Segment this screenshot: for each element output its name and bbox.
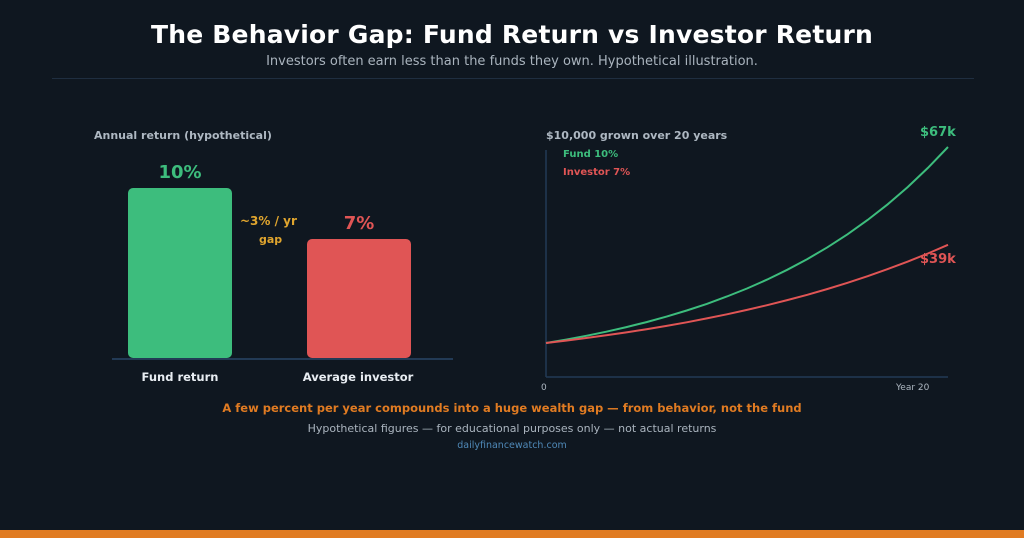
header-divider	[52, 78, 974, 79]
series-line-fund	[545, 146, 949, 344]
x-tick-start: 0	[541, 383, 547, 393]
line-chart-title: $10,000 grown over 20 years	[546, 129, 728, 142]
footer-accent-bar	[0, 530, 1024, 538]
legend-investor: Investor 7%	[563, 167, 631, 178]
bar-fund-return	[128, 188, 232, 358]
bar-category-investor: Average investor	[302, 370, 414, 384]
gap-annotation-line2: gap	[259, 233, 283, 246]
bar-baseline	[112, 358, 453, 360]
bar-chart-title: Annual return (hypothetical)	[94, 129, 272, 142]
legend-fund: Fund 10%	[563, 149, 619, 160]
bar-average-investor	[307, 239, 411, 358]
end-label-investor: $39k	[920, 252, 956, 267]
disclaimer-text: Hypothetical figures — for educational p…	[307, 422, 717, 435]
bar-value-fund: 10%	[158, 162, 202, 183]
end-label-fund: $67k	[920, 125, 956, 140]
x-tick-end: Year 20	[896, 383, 930, 393]
insight-text: A few percent per year compounds into a …	[222, 401, 802, 415]
chart-subtitle: Investors often earn less than the funds…	[266, 54, 758, 69]
gap-annotation: ~3% / yr	[240, 214, 297, 228]
chart-title: The Behavior Gap: Fund Return vs Investo…	[150, 20, 873, 49]
bar-category-fund: Fund return	[141, 370, 219, 384]
series-line-investor	[545, 243, 949, 344]
source-link[interactable]: dailyfinancewatch.com	[457, 440, 567, 451]
bar-value-investor: 7%	[343, 213, 375, 234]
